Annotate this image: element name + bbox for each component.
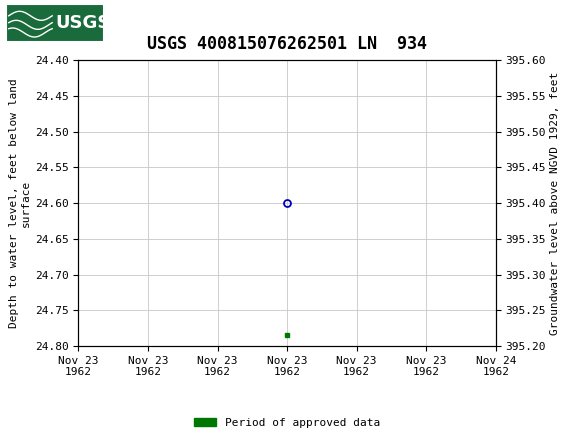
Y-axis label: Groundwater level above NGVD 1929, feet: Groundwater level above NGVD 1929, feet <box>550 71 560 335</box>
Legend: Period of approved data: Period of approved data <box>190 413 385 430</box>
Y-axis label: Depth to water level, feet below land
surface: Depth to water level, feet below land su… <box>9 78 31 328</box>
FancyBboxPatch shape <box>6 3 104 42</box>
Title: USGS 400815076262501 LN  934: USGS 400815076262501 LN 934 <box>147 35 427 53</box>
Text: USGS: USGS <box>55 14 110 31</box>
